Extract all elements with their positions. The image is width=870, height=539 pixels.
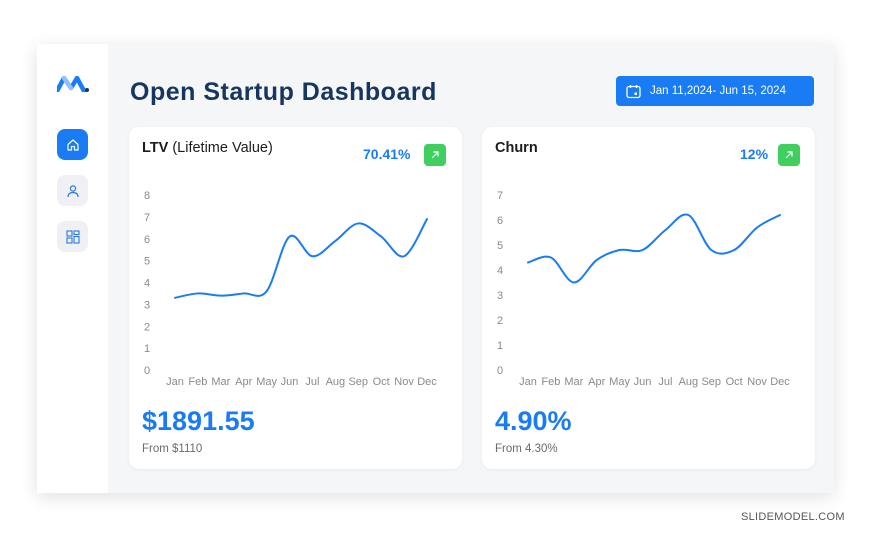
churn-trend-badge xyxy=(778,144,800,166)
churn-card: Churn 12% 0 1 2 3 4 5 6 7 Jan Feb Mar Apr May Jun Jul A… xyxy=(482,127,815,469)
sidebar xyxy=(37,44,108,493)
x-tick-label: Jan xyxy=(166,376,184,388)
ltv-line-chart: 0 1 2 3 4 5 6 7 8 Jan Feb Mar Apr May Jun Jul Aug Sep Oct N… xyxy=(144,190,437,388)
ltv-title-bold: LTV xyxy=(142,140,169,156)
sidebar-item-widgets[interactable] xyxy=(57,221,88,252)
x-tick-label: Oct xyxy=(373,376,390,388)
y-tick-label: 4 xyxy=(497,265,503,277)
y-tick-label: 0 xyxy=(497,365,503,377)
x-tick-label: May xyxy=(609,376,630,388)
x-tick-label: Jun xyxy=(634,376,652,388)
x-tick-label: Sep xyxy=(701,376,721,388)
home-icon xyxy=(66,138,80,152)
sidebar-item-home[interactable] xyxy=(57,129,88,160)
x-tick-label: Apr xyxy=(588,376,605,388)
x-tick-label: Aug xyxy=(679,376,699,388)
x-tick-label: Jun xyxy=(281,376,299,388)
logo xyxy=(54,75,89,97)
ltv-trend-badge xyxy=(424,144,446,166)
x-tick-label: Mar xyxy=(564,376,583,388)
watermark: SLIDEMODEL.COM xyxy=(741,511,845,523)
x-tick-label: Mar xyxy=(211,376,230,388)
y-tick-label: 7 xyxy=(144,212,150,224)
x-tick-label: Feb xyxy=(541,376,560,388)
y-tick-label: 3 xyxy=(144,299,150,311)
ltv-change-pct: 70.41% xyxy=(363,146,411,162)
x-tick-label: Jan xyxy=(519,376,537,388)
y-tick-label: 5 xyxy=(144,256,150,268)
churn-line-chart: 0 1 2 3 4 5 6 7 Jan Feb Mar Apr May Jun Jul Aug Sep Oct No… xyxy=(497,190,790,388)
y-tick-label: 3 xyxy=(497,290,503,302)
y-tick-label: 7 xyxy=(497,190,503,202)
churn-title-bold: Churn xyxy=(495,140,538,156)
sidebar-item-user[interactable] xyxy=(57,175,88,206)
x-tick-label: Nov xyxy=(394,376,414,388)
ltv-title-rest: (Lifetime Value) xyxy=(168,140,273,156)
churn-from: From 4.30% xyxy=(495,443,558,455)
y-tick-label: 1 xyxy=(497,340,503,352)
date-range-label: Jan 11,2024- Jun 15, 2024 xyxy=(650,85,786,97)
ltv-card-title: LTV (Lifetime Value) xyxy=(142,140,273,156)
calendar-icon xyxy=(626,84,641,99)
ltv-from: From $1110 xyxy=(142,443,203,455)
arrow-up-right-icon xyxy=(784,150,794,160)
series-line xyxy=(527,213,781,284)
date-range-button[interactable]: Jan 11,2024- Jun 15, 2024 xyxy=(616,76,814,106)
logo-mark xyxy=(54,75,89,94)
x-tick-label: Sep xyxy=(348,376,368,388)
y-tick-label: 2 xyxy=(144,321,150,333)
x-tick-label: May xyxy=(256,376,277,388)
ltv-card: LTV (Lifetime Value) 70.41% 0 1 2 3 4 5 6 7 8 Jan… xyxy=(129,127,462,469)
churn-change-pct: 12% xyxy=(740,146,769,162)
x-tick-label: Dec xyxy=(417,376,437,388)
y-tick-label: 0 xyxy=(144,365,150,377)
x-tick-label: Jul xyxy=(305,376,319,388)
x-tick-label: Apr xyxy=(235,376,252,388)
x-tick-label: Aug xyxy=(326,376,346,388)
y-tick-label: 4 xyxy=(144,278,150,290)
churn-card-title: Churn xyxy=(495,140,538,156)
x-tick-label: Dec xyxy=(770,376,790,388)
widgets-icon xyxy=(65,229,80,244)
arrow-up-right-icon xyxy=(430,150,440,160)
ltv-value: $1891.55 xyxy=(142,406,255,436)
series-line xyxy=(174,218,428,299)
y-tick-label: 5 xyxy=(497,240,503,252)
x-tick-label: Oct xyxy=(726,376,743,388)
x-tick-label: Feb xyxy=(188,376,207,388)
y-tick-label: 8 xyxy=(144,190,150,202)
page-title: Open Startup Dashboard xyxy=(130,78,437,106)
user-icon xyxy=(66,184,80,198)
y-tick-label: 6 xyxy=(144,234,150,246)
y-tick-label: 2 xyxy=(497,315,503,327)
x-tick-label: Nov xyxy=(747,376,767,388)
y-tick-label: 1 xyxy=(144,343,150,355)
x-tick-label: Jul xyxy=(658,376,672,388)
y-tick-label: 6 xyxy=(497,215,503,227)
churn-value: 4.90% xyxy=(495,406,572,436)
